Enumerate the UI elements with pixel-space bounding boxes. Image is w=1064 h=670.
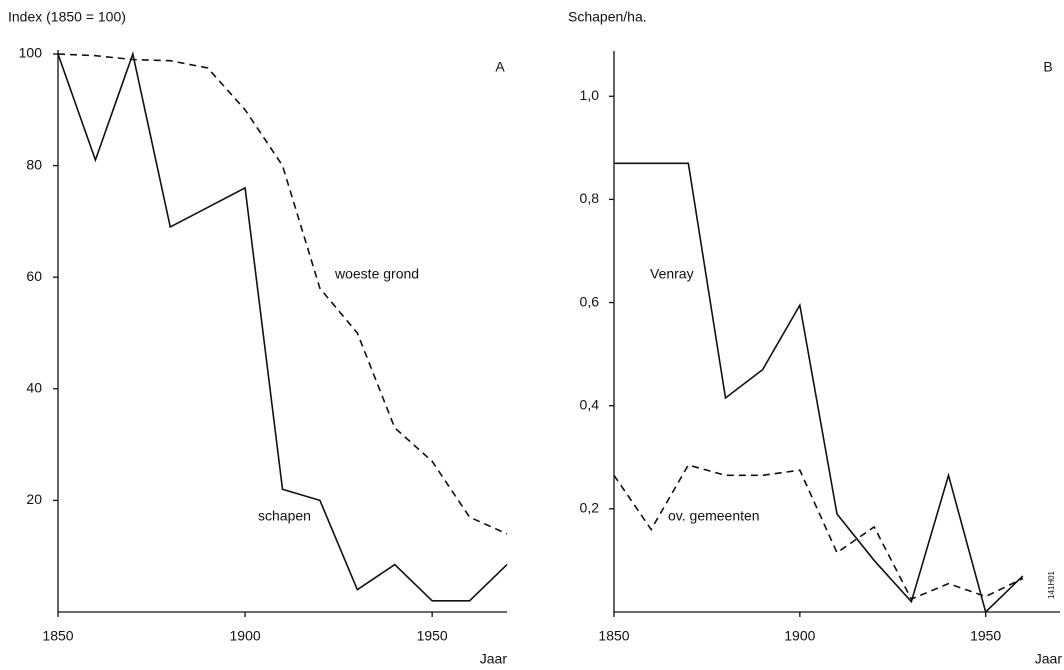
- y-axis-label: Index (1850 = 100): [8, 9, 126, 25]
- x-axis-label: Jaar: [1035, 651, 1063, 667]
- axes: [57, 50, 507, 613]
- x-axis-label: Jaar: [480, 651, 508, 667]
- series-line: [613, 464, 1024, 601]
- series-label: ov. gemeenten: [668, 508, 760, 524]
- y-tick-label: 0,4: [580, 396, 600, 412]
- y-axis-label: Schapen/ha.: [568, 9, 647, 25]
- series-label: Venray: [650, 266, 694, 282]
- x-tick-label: 1850: [42, 628, 73, 644]
- x-tick-label: 1850: [598, 628, 629, 644]
- y-tick-label: 0,6: [580, 293, 600, 309]
- panel-label: B: [1043, 59, 1052, 75]
- y-tick-label: 40: [26, 380, 42, 396]
- axes: [613, 51, 1060, 613]
- x-tick-label: 1950: [417, 628, 448, 644]
- y-tick-label: 100: [19, 45, 43, 61]
- panel-label: A: [495, 59, 505, 75]
- y-tick-label: 20: [26, 491, 42, 507]
- x-tick-label: 1900: [784, 628, 815, 644]
- y-tick-label: 0,8: [580, 190, 600, 206]
- series-line: [57, 51, 508, 602]
- series-label: woeste grond: [334, 266, 419, 282]
- series-line: [57, 53, 508, 535]
- x-tick-label: 1900: [230, 628, 261, 644]
- y-tick-label: 80: [26, 156, 42, 172]
- y-tick-label: 0,2: [580, 500, 600, 516]
- x-tick-label: 1950: [970, 628, 1001, 644]
- figure-code: 141H01: [1047, 570, 1056, 599]
- series-line: [614, 162, 1024, 614]
- series-label: schapen: [258, 508, 311, 524]
- y-tick-label: 60: [26, 268, 42, 284]
- y-tick-label: 1,0: [580, 87, 600, 103]
